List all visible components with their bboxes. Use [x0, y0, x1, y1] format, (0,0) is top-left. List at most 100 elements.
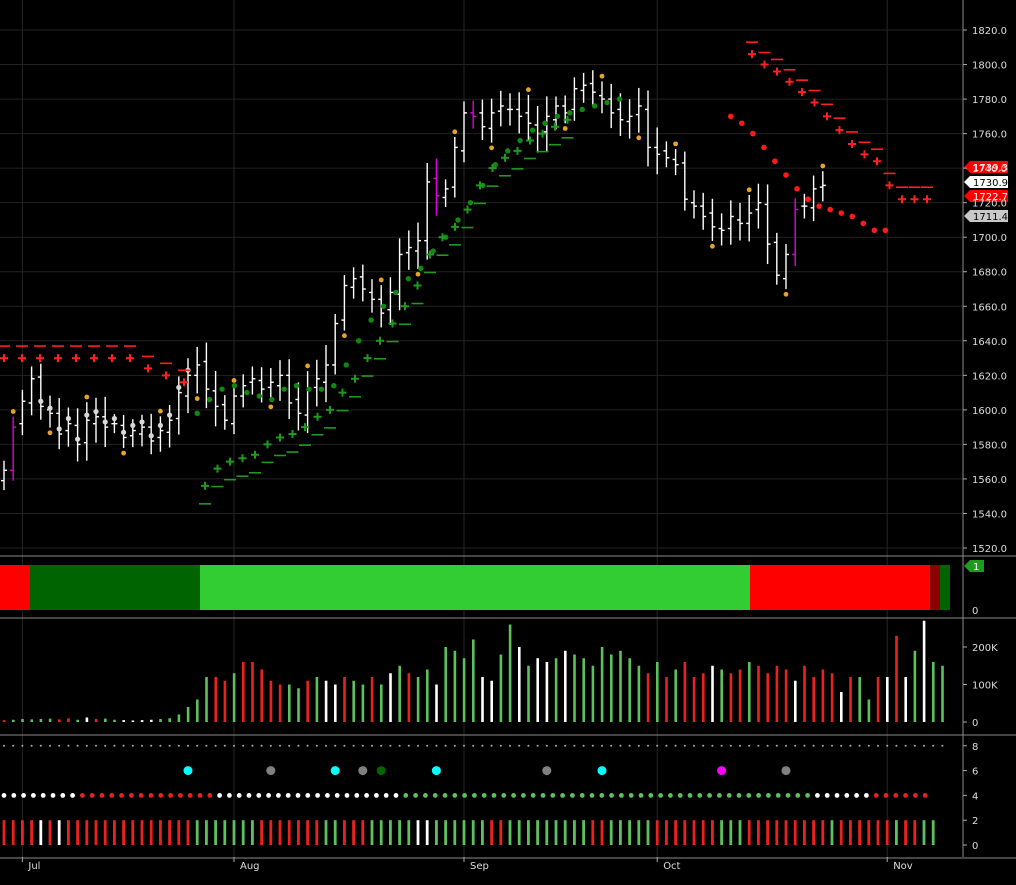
grid-lines — [0, 0, 962, 857]
signal-row8-dot — [371, 744, 373, 747]
signal-row4-dot — [589, 793, 595, 798]
bull-cross — [488, 164, 497, 173]
resistance-dot — [739, 120, 745, 127]
signal-row1-bar — [48, 820, 52, 845]
signal-row4-dot — [11, 793, 17, 798]
signal-row1-bar — [241, 820, 245, 845]
signal-row1-bar — [57, 820, 61, 845]
signal-row8-dot — [812, 744, 815, 747]
swing-dot — [342, 333, 347, 339]
x-tick-label: Jul — [27, 861, 40, 872]
volume-bar — [85, 717, 89, 722]
trend-badge — [964, 560, 984, 572]
support-dot — [318, 386, 325, 392]
volume-bar — [610, 654, 613, 722]
signal-row8-dot — [518, 744, 521, 747]
signal-row1-bar — [812, 820, 815, 845]
signal-row4-dot — [462, 793, 467, 798]
signal-row8-dot — [242, 744, 245, 747]
volume-bar — [922, 620, 926, 722]
signal-row4-dot — [40, 793, 46, 798]
signal-row8-dot — [187, 744, 189, 747]
signal-row8-dot — [196, 744, 199, 747]
signal-row8-dot — [904, 744, 907, 747]
signal-row8-dot — [555, 744, 557, 747]
price-label-text: 1711.4 — [973, 212, 1008, 223]
volume-bar — [426, 669, 429, 722]
resistance-dot — [805, 196, 811, 203]
bull-cross — [401, 302, 409, 311]
bull-cross — [413, 281, 422, 290]
signal-row1-bar — [508, 820, 512, 845]
signal-row4-dot — [80, 793, 85, 798]
signal-row8-dot — [122, 744, 125, 747]
signal-row8-dot — [168, 744, 171, 747]
signal-row8-dot — [269, 744, 272, 747]
signal-row4-dot — [795, 793, 801, 798]
signal-y-label: 4 — [972, 791, 978, 802]
signal-row4-dot — [560, 793, 565, 798]
signal-row1-bar — [232, 820, 236, 845]
signal-row4-dot — [775, 793, 781, 798]
volume-bar — [490, 680, 493, 722]
volume-bar — [803, 665, 806, 722]
signal-row1-bar — [757, 820, 760, 845]
volume-bar — [186, 707, 190, 722]
signal-row4-dot — [393, 793, 399, 798]
volume-bar — [481, 677, 484, 722]
signal-row1-bar — [113, 820, 116, 845]
bear-cross — [54, 354, 62, 363]
volume-bar — [499, 654, 503, 722]
signal-row1-bar — [94, 820, 98, 845]
signal-row8-dot — [113, 744, 116, 747]
signal-row1-bar — [453, 820, 457, 845]
signal-row4-dot — [50, 793, 56, 798]
signal-row1-bar — [287, 820, 291, 845]
y-tick-label: 1760.0 — [972, 130, 1007, 141]
signal-row4-dot — [276, 793, 281, 798]
signal-row1-bar — [517, 820, 521, 845]
signal-row1-bar — [205, 820, 208, 845]
volume-bar — [214, 677, 217, 722]
signal-row4-dot — [746, 793, 752, 798]
signal-row8-dot — [582, 744, 585, 747]
support-dot — [368, 317, 374, 323]
swing-dot — [121, 450, 126, 456]
signal-row8-dot — [775, 744, 778, 747]
volume-bar — [150, 719, 153, 722]
volume-bar — [619, 650, 622, 722]
signal-row4-dot — [256, 793, 262, 798]
support-dot — [517, 137, 523, 144]
signal-row1-bar — [361, 820, 365, 845]
signal-row8-dot — [923, 744, 925, 747]
signal-row4-dot — [521, 793, 526, 798]
signal-marker — [330, 766, 340, 776]
swing-dot — [10, 409, 16, 414]
signal-row1-bar — [76, 820, 79, 845]
volume-bar — [324, 680, 328, 722]
support-dot — [219, 386, 225, 392]
signal-row1-bar — [563, 820, 567, 845]
signal-row8-dot — [637, 744, 640, 747]
volume-bar — [242, 662, 245, 722]
signal-row8-dot — [693, 744, 695, 747]
bull-cross — [501, 153, 509, 162]
signal-row8-dot — [141, 744, 143, 747]
signal-marker — [781, 766, 791, 776]
signal-marker — [597, 766, 607, 776]
signal-row1-bar — [11, 820, 15, 845]
support-dot — [293, 382, 300, 389]
signal-row4-dot — [805, 793, 810, 798]
signal-row4-dot — [481, 793, 487, 798]
signal-row8-dot — [260, 744, 263, 747]
signal-row4-dot — [413, 793, 418, 798]
volume-bar — [131, 720, 135, 722]
volume-bar — [941, 665, 944, 722]
signal-row8-dot — [334, 744, 337, 747]
signal-row8-dot — [398, 744, 401, 747]
bear-cross — [162, 371, 170, 380]
signal-row8-dot — [233, 744, 235, 747]
volume-bar — [692, 677, 696, 722]
resistance-dot — [750, 130, 756, 137]
signal-row8-dot — [499, 744, 502, 747]
